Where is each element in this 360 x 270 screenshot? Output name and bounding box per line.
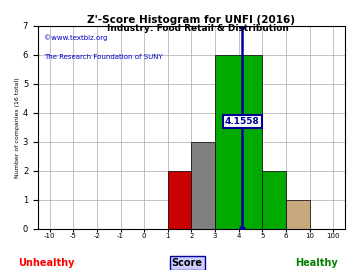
Y-axis label: Number of companies (16 total): Number of companies (16 total): [15, 77, 20, 177]
Bar: [168, 171, 192, 229]
Bar: [192, 142, 215, 229]
Text: Healthy: Healthy: [296, 258, 338, 268]
Text: Score: Score: [172, 258, 203, 268]
Text: ©www.textbiz.org: ©www.textbiz.org: [44, 34, 107, 40]
Text: Industry: Food Retail & Distribution: Industry: Food Retail & Distribution: [107, 24, 289, 33]
Text: The Research Foundation of SUNY: The Research Foundation of SUNY: [44, 54, 163, 60]
Bar: [286, 200, 310, 229]
Bar: [215, 55, 262, 229]
Bar: [262, 171, 286, 229]
Text: Unhealthy: Unhealthy: [19, 258, 75, 268]
Title: Z'-Score Histogram for UNFI (2016): Z'-Score Histogram for UNFI (2016): [87, 15, 296, 25]
Text: 4.1558: 4.1558: [225, 117, 260, 126]
